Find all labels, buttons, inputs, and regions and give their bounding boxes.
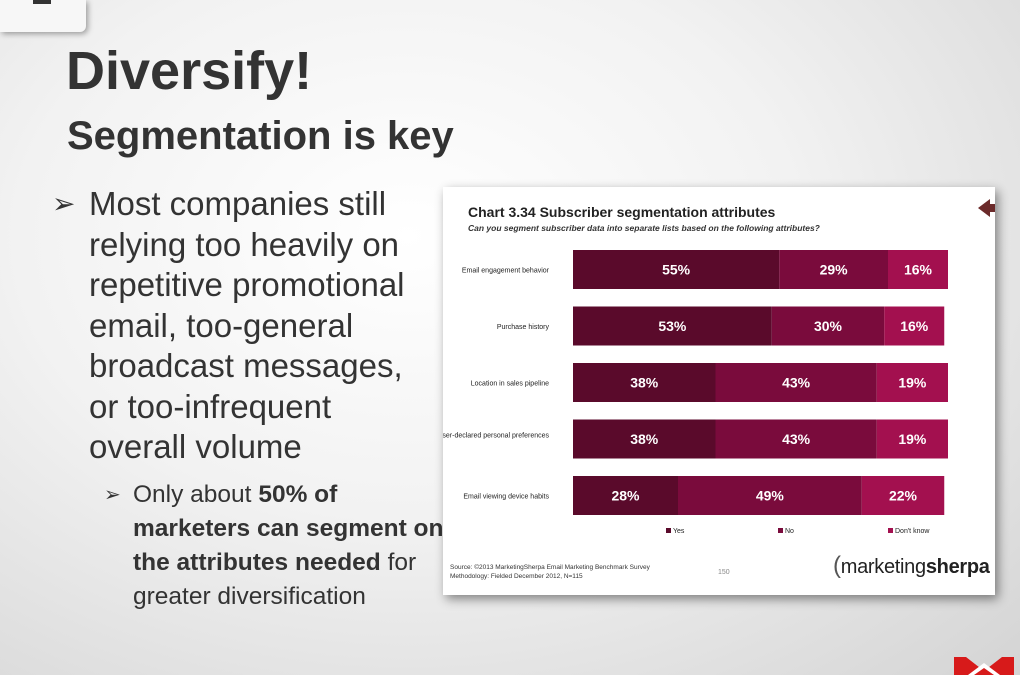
bar-segment-don-t-know [884, 306, 945, 346]
bar-value-label: 38% [630, 375, 659, 391]
bar-value-label: 30% [814, 318, 843, 334]
bar-segment-no [779, 250, 888, 289]
legend-label: No [785, 528, 794, 535]
sub-bullet-arrow-icon: ➢ [104, 484, 121, 506]
sub-bullet-text: Only about 50% of marketers can segment … [133, 478, 444, 614]
source-line-1: Source: ©2013 MarketingSherpa Email Mark… [450, 564, 650, 571]
bar-value-label: 43% [782, 431, 811, 447]
bar-value-label: 19% [898, 431, 927, 447]
logo-text-bold: sherpa [925, 556, 990, 578]
legend-swatch [888, 528, 893, 533]
category-label: User-declared personal preferences [443, 433, 549, 440]
bar-segment-don-t-know [861, 476, 945, 515]
bar-value-label: 53% [658, 318, 687, 334]
slide-subtitle: Segmentation is key [67, 114, 454, 158]
chart-title: Chart 3.34 Subscriber segmentation attri… [468, 204, 776, 220]
legend-swatch [778, 528, 783, 533]
bar-segment-don-t-know [876, 363, 948, 402]
bar-chart: Email engagement behavior 55% 29% 16% Purcha… [443, 250, 948, 535]
bar-value-label: 16% [904, 262, 933, 278]
source-line-2: Methodology: Fielded December 2012, N=11… [450, 573, 583, 580]
bar-value-label: 49% [756, 488, 785, 504]
bar-segment-no [715, 419, 877, 459]
bar-segment-yes [573, 363, 716, 402]
bar-segment-yes [573, 250, 780, 289]
bar-value-label: 19% [898, 375, 927, 391]
legend-label: Yes [673, 528, 685, 535]
chart-subtitle: Can you segment subscriber data into sep… [468, 223, 820, 233]
category-label: Location in sales pipeline [471, 381, 549, 388]
sub-bullet-bold: 50% of marketers can segment on the attr… [133, 481, 444, 576]
category-label: Purchase history [497, 324, 550, 331]
bullet-arrow-icon: ➢ [52, 188, 76, 219]
bar-value-label: 22% [889, 488, 918, 504]
sub-bullet-prefix: Only about [133, 481, 259, 508]
bar-value-label: 29% [820, 262, 849, 278]
category-label: Email viewing device habits [463, 494, 549, 501]
slide-menu-tab[interactable] [0, 0, 86, 32]
chart-card: Chart 3.34 Subscriber segmentation attri… [443, 187, 995, 595]
bar-segment-no [771, 306, 885, 346]
bar-segment-don-t-know [876, 419, 948, 459]
bar-value-label: 38% [630, 431, 659, 447]
logo-mark-icon: ( [833, 552, 841, 579]
bar-segment-no [678, 476, 862, 515]
logo-text-normal: marketing [840, 556, 926, 578]
slide-title: Diversify! [66, 41, 313, 101]
back-arrow-icon [978, 199, 990, 217]
main-bullet: ➢ Most companies still relying too heavi… [52, 184, 432, 468]
bar-segment-no [715, 363, 877, 402]
back-arrow-icon-stem [988, 204, 995, 212]
bar-segment-yes [573, 306, 772, 346]
sub-bullet: ➢ Only about 50% of marketers can segmen… [104, 478, 444, 614]
bar-segment-don-t-know [888, 250, 948, 289]
legend-swatch [666, 528, 671, 533]
bar-segment-yes [573, 476, 678, 515]
brand-logo-icon [954, 657, 1014, 675]
chart-source: Source: ©2013 MarketingSherpa Email Mark… [450, 563, 650, 581]
legend-label: Don't know [895, 528, 930, 535]
bar-value-label: 16% [900, 318, 929, 334]
bar-value-label: 28% [611, 488, 640, 504]
chart-page-number: 150 [718, 569, 730, 576]
main-bullet-text: Most companies still relying too heavily… [89, 185, 405, 465]
category-label: Email engagement behavior [462, 268, 550, 275]
sub-bullet-suffix: for greater diversification [133, 549, 417, 610]
marketingsherpa-logo: (marketingsherpa [833, 552, 990, 580]
bar-value-label: 55% [662, 262, 691, 278]
bar-segment-yes [573, 419, 716, 459]
bar-value-label: 43% [782, 375, 811, 391]
menu-icon [33, 0, 51, 4]
